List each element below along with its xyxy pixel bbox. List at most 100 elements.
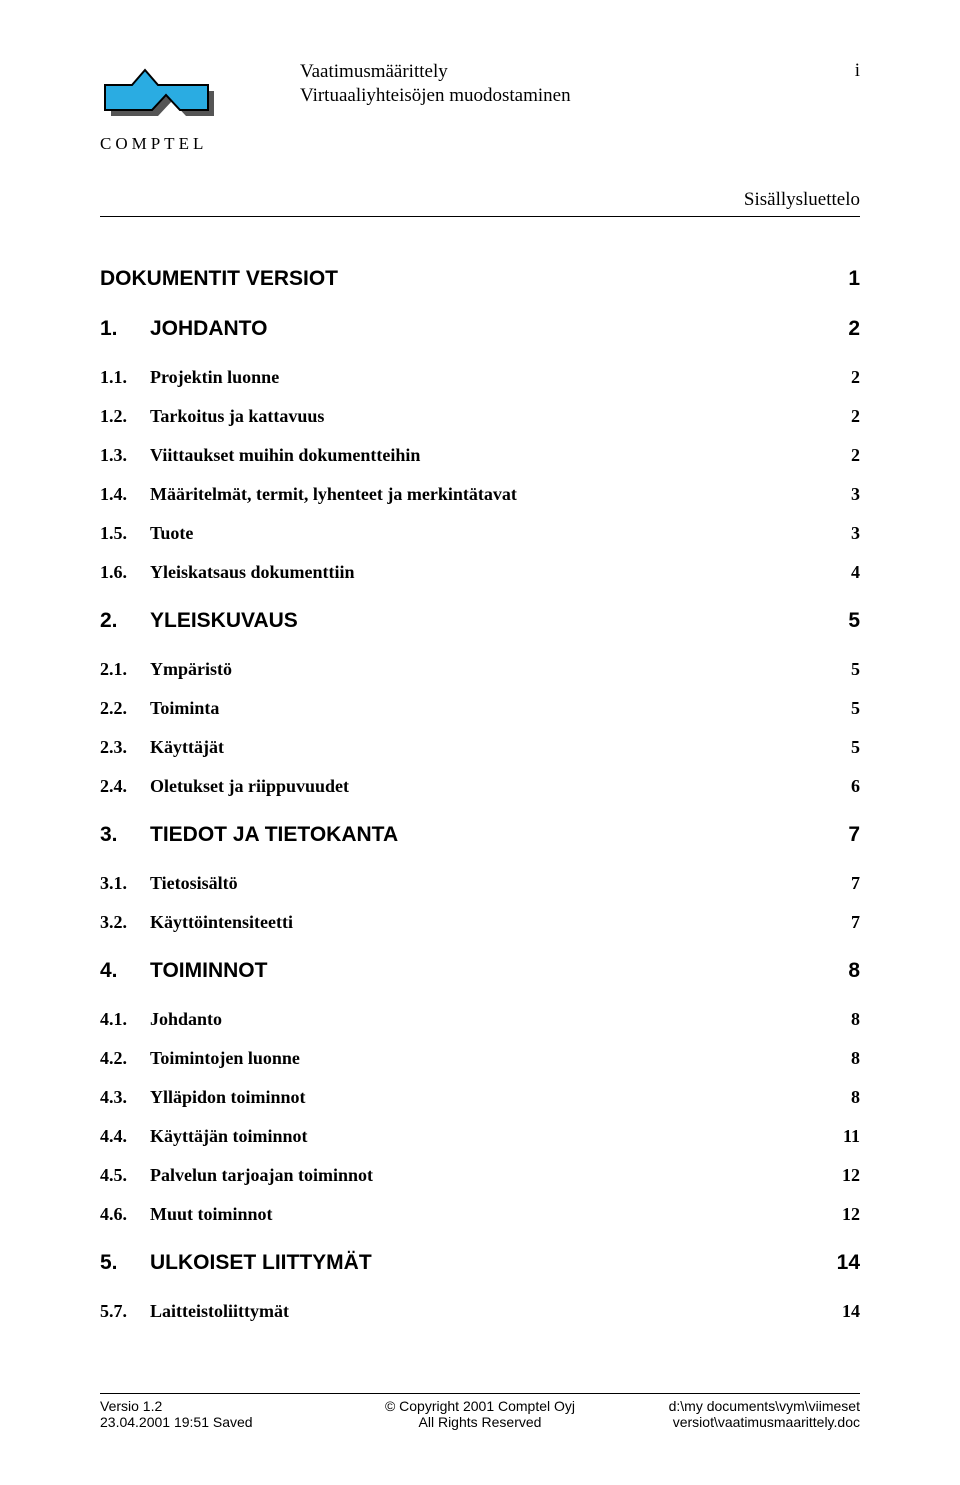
toc-entry-label: 2.3.Käyttäjät	[100, 737, 800, 758]
toc-entry-number: 4.3.	[100, 1087, 150, 1108]
toc-entry-text: Oletukset ja riippuvuudet	[150, 776, 349, 796]
footer-left: Versio 1.2 23.04.2001 19:51 Saved	[100, 1398, 353, 1430]
toc-entry-number: 3.1.	[100, 873, 150, 894]
toc-entry-text: Käyttäjän toiminnot	[150, 1126, 308, 1146]
header-title-block: Vaatimusmäärittely Virtuaaliyhteisöjen m…	[235, 60, 820, 108]
toc-entry-text: TIEDOT JA TIETOKANTA	[150, 823, 398, 846]
toc-entry-page: 11	[800, 1126, 860, 1147]
toc-entry-text: YLEISKUVAUS	[150, 609, 298, 632]
comptel-logo-icon	[100, 60, 220, 130]
toc-entry-text: Tarkoitus ja kattavuus	[150, 406, 324, 426]
toc-entry-text: Johdanto	[150, 1009, 222, 1029]
toc-entry-text: Laitteistoliittymät	[150, 1301, 289, 1321]
toc-entry-page: 7	[800, 912, 860, 933]
footer-right-line1: d:\my documents\vym\viimeset	[607, 1398, 860, 1414]
toc-entry-text: Tietosisältö	[150, 873, 238, 893]
toc-entry-label: 4.3.Ylläpidon toiminnot	[100, 1087, 800, 1108]
toc-entry-page: 12	[800, 1165, 860, 1186]
toc-heading-2: 3.1.Tietosisältö7	[100, 873, 860, 894]
toc-heading-2: 5.7.Laitteistoliittymät14	[100, 1301, 860, 1322]
toc-entry-page: 14	[800, 1301, 860, 1322]
toc-entry-text: Projektin luonne	[150, 367, 279, 387]
toc-entry-page: 2	[800, 367, 860, 388]
toc-entry-number: 3.2.	[100, 912, 150, 933]
logo-block: COMPTEL	[100, 60, 235, 154]
toc-entry-number: 5.	[100, 1251, 150, 1275]
toc-heading-2: 1.2.Tarkoitus ja kattavuus2	[100, 406, 860, 427]
toc-entry-page: 14	[800, 1251, 860, 1275]
toc-heading-2: 1.1.Projektin luonne2	[100, 367, 860, 388]
toc-heading-2: 4.2.Toimintojen luonne8	[100, 1048, 860, 1069]
toc-entry-number: 1.1.	[100, 367, 150, 388]
toc-entry-page: 5	[800, 659, 860, 680]
toc-entry-label: 4.4.Käyttäjän toiminnot	[100, 1126, 800, 1147]
toc-entry-text: Tuote	[150, 523, 193, 543]
toc-heading-2: 2.1.Ympäristö5	[100, 659, 860, 680]
toc-heading-1: 1.JOHDANTO2	[100, 317, 860, 341]
page-header: COMPTEL Vaatimusmäärittely Virtuaaliyhte…	[100, 60, 860, 154]
toc-entry-label: 4.6.Muut toiminnot	[100, 1204, 800, 1225]
toc-entry-text: Palvelun tarjoajan toiminnot	[150, 1165, 373, 1185]
toc-entry-page: 1	[800, 267, 860, 291]
footer-center-line1: © Copyright 2001 Comptel Oyj	[353, 1398, 606, 1414]
toc-entry-label: 1.4.Määritelmät, termit, lyhenteet ja me…	[100, 484, 800, 505]
footer-center: © Copyright 2001 Comptel Oyj All Rights …	[353, 1398, 606, 1430]
toc-entry-page: 7	[800, 873, 860, 894]
toc-entry-number: 2.1.	[100, 659, 150, 680]
toc-entry-label: 1.1.Projektin luonne	[100, 367, 800, 388]
toc-entry-text: Määritelmät, termit, lyhenteet ja merkin…	[150, 484, 517, 504]
toc-heading-1: 5.ULKOISET LIITTYMÄT14	[100, 1251, 860, 1275]
toc-heading-2: 2.3.Käyttäjät5	[100, 737, 860, 758]
toc-heading-2: 4.6.Muut toiminnot12	[100, 1204, 860, 1225]
toc-entry-number: 4.6.	[100, 1204, 150, 1225]
toc-entry-label: 2.2.Toiminta	[100, 698, 800, 719]
toc-entry-number: 4.2.	[100, 1048, 150, 1069]
toc-entry-number: 5.7.	[100, 1301, 150, 1322]
toc-heading-2: 1.5.Tuote3	[100, 523, 860, 544]
toc-entry-number: 4.5.	[100, 1165, 150, 1186]
toc-entry-number: 2.4.	[100, 776, 150, 797]
toc-entry-text: Viittaukset muihin dokumentteihin	[150, 445, 420, 465]
toc-entry-number: 1.4.	[100, 484, 150, 505]
toc-entry-number: 2.3.	[100, 737, 150, 758]
header-title-line2: Virtuaaliyhteisöjen muodostaminen	[300, 84, 820, 108]
header-rule	[100, 216, 860, 217]
toc-entry-page: 8	[800, 1009, 860, 1030]
toc-entry-page: 3	[800, 484, 860, 505]
toc-entry-number: 4.4.	[100, 1126, 150, 1147]
toc-entry-number: 1.6.	[100, 562, 150, 583]
toc-entry-number: 1.2.	[100, 406, 150, 427]
toc-entry-number: 4.	[100, 959, 150, 983]
footer-center-line2: All Rights Reserved	[353, 1414, 606, 1430]
toc-entry-number: 1.	[100, 317, 150, 341]
toc-entry-page: 6	[800, 776, 860, 797]
toc-entry-page: 5	[800, 609, 860, 633]
toc-heading-2: 1.6.Yleiskatsaus dokumenttiin4	[100, 562, 860, 583]
toc-heading-2: 4.4.Käyttäjän toiminnot11	[100, 1126, 860, 1147]
toc-entry-label: 3.TIEDOT JA TIETOKANTA	[100, 823, 800, 847]
toc-entry-label: 3.1.Tietosisältö	[100, 873, 800, 894]
toc-entry-page: 8	[800, 1087, 860, 1108]
toc-entry-label: 5.7.Laitteistoliittymät	[100, 1301, 800, 1322]
document-page: COMPTEL Vaatimusmäärittely Virtuaaliyhte…	[0, 0, 960, 1485]
toc-entry-page: 5	[800, 698, 860, 719]
toc-entry-label: DOKUMENTIT VERSIOT	[100, 267, 800, 291]
footer-rule	[100, 1393, 860, 1394]
toc-entry-page: 2	[800, 406, 860, 427]
toc-entry-label: 4.TOIMINNOT	[100, 959, 800, 983]
toc-entry-label: 4.1.Johdanto	[100, 1009, 800, 1030]
toc-heading-2: 1.3.Viittaukset muihin dokumentteihin2	[100, 445, 860, 466]
toc-entry-label: 1.2.Tarkoitus ja kattavuus	[100, 406, 800, 427]
toc-entry-label: 2.YLEISKUVAUS	[100, 609, 800, 633]
toc-entry-number: 1.3.	[100, 445, 150, 466]
toc-entry-text: JOHDANTO	[150, 317, 267, 340]
toc-heading-2: 3.2.Käyttöintensiteetti7	[100, 912, 860, 933]
toc-entry-label: 5.ULKOISET LIITTYMÄT	[100, 1251, 800, 1275]
toc-entry-text: Käyttäjät	[150, 737, 224, 757]
toc-entry-label: 3.2.Käyttöintensiteetti	[100, 912, 800, 933]
toc-entry-label: 2.4.Oletukset ja riippuvuudet	[100, 776, 800, 797]
toc-heading-1: DOKUMENTIT VERSIOT1	[100, 267, 860, 291]
toc-entry-page: 7	[800, 823, 860, 847]
toc-entry-label: 2.1.Ympäristö	[100, 659, 800, 680]
toc-entry-page: 4	[800, 562, 860, 583]
